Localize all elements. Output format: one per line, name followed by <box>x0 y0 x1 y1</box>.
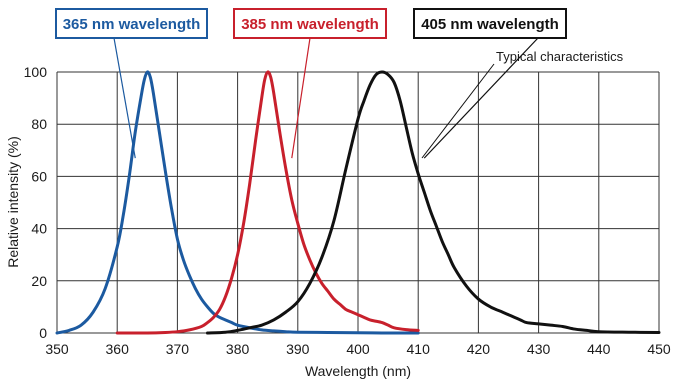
y-tick-label: 60 <box>31 168 47 184</box>
series-line-2 <box>115 70 420 335</box>
y-tick-label: 20 <box>31 273 47 289</box>
x-tick-label: 370 <box>166 341 190 357</box>
x-tick-labels: 350 360 370 380 390 400 410 420 430 440 450 <box>45 341 671 357</box>
y-tick-label: 0 <box>39 325 47 341</box>
y-axis-label: Relative intensity (%) <box>5 136 21 268</box>
callout-label: 405 nm wavelength <box>421 16 559 33</box>
annotation-leader-line <box>421 63 495 159</box>
callout-box <box>55 8 208 39</box>
x-tick-label: 410 <box>407 341 431 357</box>
x-tick-label: 360 <box>106 341 130 357</box>
y-tick-label: 40 <box>31 221 47 237</box>
x-tick-label: 420 <box>467 341 491 357</box>
callout-box <box>413 8 567 39</box>
callout-leader-line <box>291 37 311 159</box>
callout-leader-line <box>113 37 136 159</box>
y-tick-label: 80 <box>31 116 47 132</box>
callout-box <box>233 8 387 39</box>
x-tick-label: 450 <box>647 341 671 357</box>
x-tick-label: 380 <box>226 341 250 357</box>
x-tick-label: 440 <box>587 341 611 357</box>
callout-leader-line <box>423 37 539 159</box>
x-tick-label: 400 <box>346 341 370 357</box>
x-tick-label: 350 <box>45 341 69 357</box>
x-tick-label: 390 <box>286 341 310 357</box>
y-tick-labels: 0 20 40 60 80 100 <box>24 64 48 341</box>
series-line-1 <box>55 70 420 335</box>
callout-label: 385 nm wavelength <box>241 16 379 33</box>
typical-characteristics-annotation: Typical characteristics <box>496 49 624 64</box>
x-tick-label: 430 <box>527 341 551 357</box>
series-lines <box>55 70 661 335</box>
series-callouts: 365 nm wavelength 385 nm wavelength 405 nm… <box>55 8 567 159</box>
x-axis-label: Wavelength (nm) <box>305 363 411 379</box>
callout-label: 365 nm wavelength <box>63 16 201 33</box>
y-tick-label: 100 <box>24 64 48 80</box>
series-line-3 <box>206 70 661 335</box>
